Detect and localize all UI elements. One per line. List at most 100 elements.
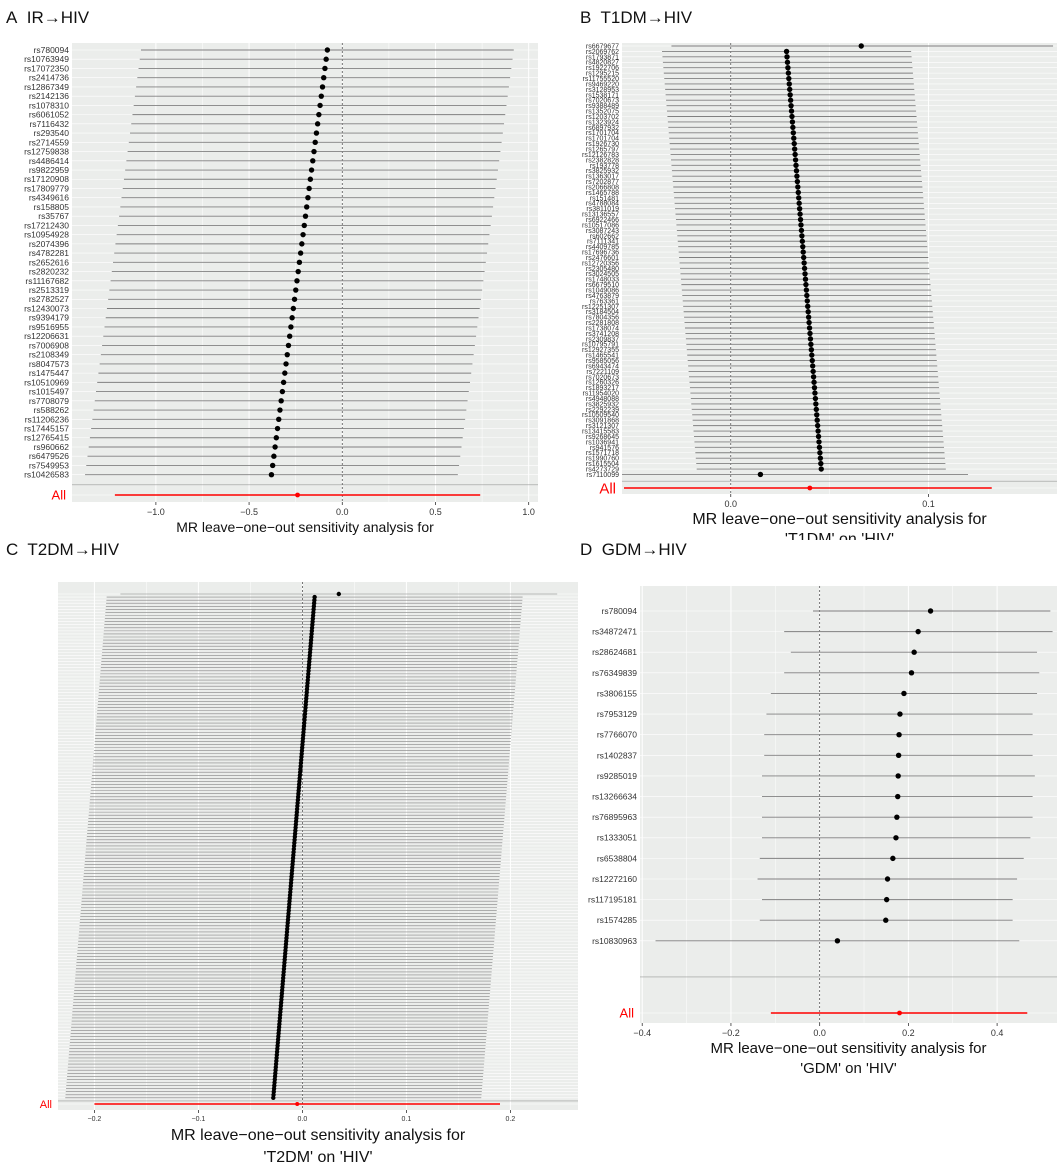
- snp-label: rs9394179: [29, 313, 69, 323]
- snp-label: rs7708079: [29, 396, 69, 406]
- snp-label: rs35767: [38, 211, 69, 221]
- estimate-point: [790, 130, 797, 136]
- snp-label: rs2382828: [586, 157, 619, 164]
- panel-gdm-hiv: D GDM→HIV rs780094 rs34872471 rs28624681 rs…: [566, 534, 1057, 1094]
- x-tick-label: −0.1: [191, 1116, 205, 1123]
- estimate-point: [792, 151, 798, 158]
- snp-label: rs2142136: [29, 91, 69, 101]
- estimate-point: [800, 249, 806, 255]
- plot-background: [640, 586, 1057, 1023]
- estimate-point: [793, 162, 799, 169]
- estimate-point: [313, 130, 320, 136]
- snp-label: rs2292239: [586, 407, 619, 414]
- snp-label: rs780094: [602, 606, 638, 616]
- snp-label: rs1363017: [586, 174, 619, 181]
- estimate-point: [815, 428, 821, 434]
- estimate-point: [794, 178, 801, 185]
- estimate-point: [895, 773, 901, 779]
- estimate-point: [804, 298, 810, 304]
- panel-t2dm-hiv: C T2DM→HIV All −0.2 −0.1 0.0 0.1 0.2 MR leave−…: [0, 534, 580, 1170]
- estimate-point: [786, 81, 792, 87]
- estimate-point: [324, 47, 331, 53]
- estimate-point: [269, 462, 276, 469]
- estimate-point: [277, 407, 283, 413]
- snp-label: rs1893217: [586, 385, 619, 392]
- x-axis-label: MR leave−one−out sensitivity analysis fo…: [711, 1040, 987, 1057]
- snp-label: rs9268645: [586, 434, 619, 441]
- panel-label: B T1DM→HIV: [580, 8, 692, 28]
- estimate-point: [808, 347, 815, 353]
- snp-label: rs12867349: [24, 82, 69, 92]
- estimate-point: [310, 158, 316, 164]
- estimate-point: [806, 319, 812, 326]
- panel-label: A IR→HIV: [6, 8, 89, 28]
- estimate-point: [787, 86, 793, 93]
- estimate-point: [293, 287, 299, 293]
- snp-label: rs3825932: [586, 401, 619, 408]
- estimate-point: [901, 690, 907, 697]
- snp-label: rs1352075: [586, 109, 619, 116]
- snp-label: rs6897932: [586, 125, 619, 132]
- snp-label: rs1748033: [586, 277, 619, 284]
- snp-label: rs4349616: [29, 193, 69, 203]
- snp-label: rs17212430: [24, 220, 69, 230]
- x-tick-label: 0.0: [298, 1116, 308, 1123]
- snp-label: rs17809779: [24, 183, 69, 193]
- estimate-point: [308, 167, 315, 173]
- snp-label: rs1922706: [586, 65, 619, 72]
- estimate-point: [797, 216, 804, 223]
- x-tick-label: 0.1: [402, 1116, 412, 1123]
- snp-label: rs763361: [590, 298, 619, 305]
- estimate-point: [297, 250, 304, 256]
- snp-label: rs13266634: [592, 792, 637, 802]
- snp-label: rs10830963: [592, 936, 637, 946]
- snp-label: rs3811019: [586, 206, 619, 213]
- overall-label: All: [40, 1099, 52, 1111]
- snp-label: rs9516955: [29, 322, 69, 332]
- snp-label: rs6679510: [586, 282, 619, 289]
- snp-label: rs4948088: [586, 396, 619, 403]
- snp-label: rs1402837: [597, 750, 637, 760]
- overall-label: All: [599, 480, 616, 497]
- snp-label: rs2108349: [29, 350, 69, 360]
- panel-label: C T2DM→HIV: [6, 540, 119, 560]
- estimate-point: [800, 254, 807, 261]
- snp-label: rs11954020: [583, 391, 620, 398]
- snp-label: rs13136557: [582, 212, 619, 219]
- estimate-point: [285, 342, 292, 349]
- estimate-point: [279, 388, 286, 395]
- snp-label: rs11755520: [583, 76, 620, 83]
- x-tick-label: −0.4: [633, 1028, 651, 1038]
- estimate-point: [301, 222, 307, 229]
- estimate-point: [818, 460, 824, 467]
- estimate-point: [785, 70, 792, 76]
- x-tick-label: −0.2: [87, 1116, 101, 1123]
- snp-label: rs158805: [34, 202, 70, 212]
- estimate-point: [289, 315, 295, 321]
- estimate-point: [817, 450, 823, 456]
- snp-label: rs9285019: [597, 771, 637, 781]
- estimate-point: [295, 268, 301, 275]
- snp-label: rs1265797: [586, 146, 619, 153]
- estimate-point: [796, 195, 802, 201]
- estimate-point: [807, 330, 813, 337]
- estimate-point: [807, 336, 814, 342]
- estimate-point: [799, 233, 805, 239]
- estimate-point: [789, 113, 795, 120]
- snp-label: rs10954928: [24, 230, 69, 240]
- estimate-point: [316, 111, 322, 118]
- estimate-point: [299, 241, 305, 247]
- estimate-point: [799, 238, 806, 244]
- snp-label: rs1333051: [597, 833, 637, 843]
- snp-label: rs2305480: [586, 266, 619, 273]
- panel-letter: C: [6, 540, 19, 559]
- snp-label: rs4782281: [29, 248, 69, 258]
- estimate-point: [272, 444, 278, 450]
- estimate-point: [797, 211, 803, 217]
- estimate-point: [791, 140, 797, 147]
- estimate-point: [803, 281, 809, 288]
- estimate-point: [321, 74, 327, 81]
- snp-label: rs28624681: [592, 647, 637, 657]
- estimate-point: [336, 591, 341, 597]
- panel-t1dm-hiv: B T1DM→HIV rs6679677 rs2069762 rs1793871 rs…: [566, 0, 1057, 548]
